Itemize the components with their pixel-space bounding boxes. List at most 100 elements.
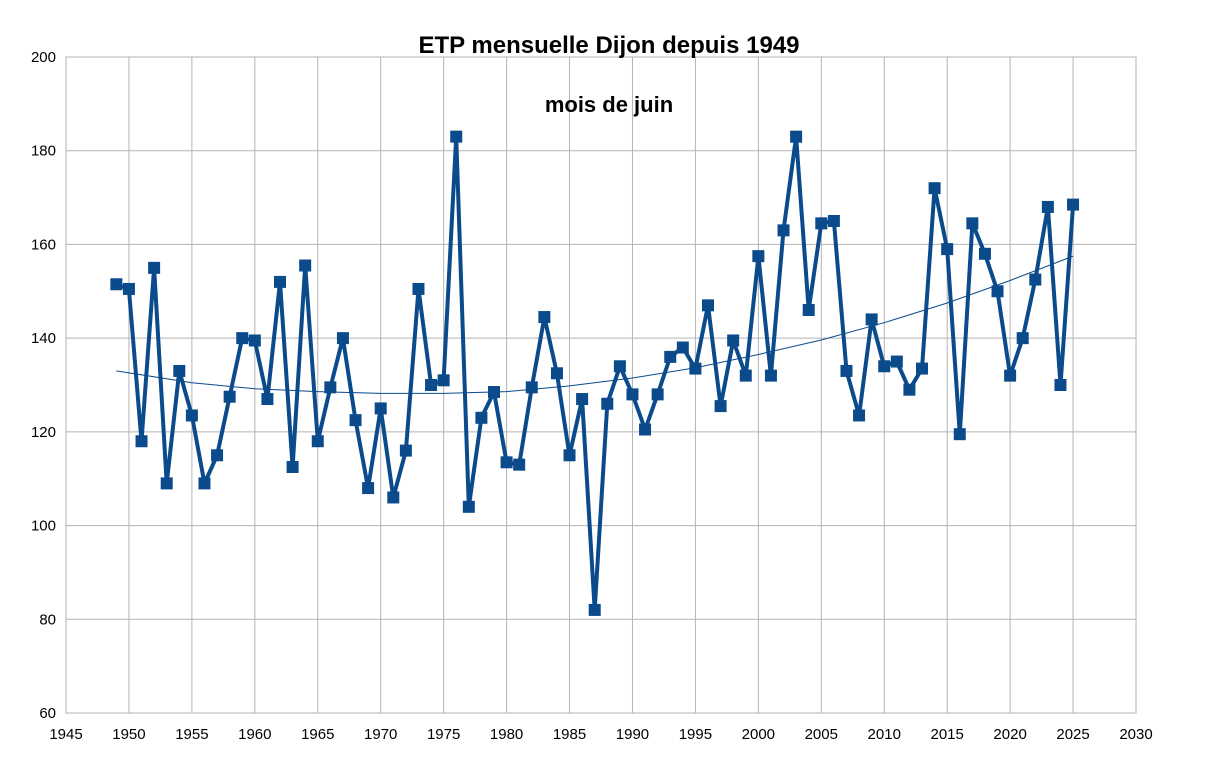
series-layer xyxy=(110,130,1080,616)
data-point xyxy=(274,275,286,288)
x-tick-label: 1970 xyxy=(364,726,397,743)
data-point xyxy=(349,414,362,427)
data-point xyxy=(185,409,198,422)
x-tick-label: 1960 xyxy=(238,726,271,743)
data-point xyxy=(538,311,551,324)
data-point xyxy=(941,243,954,256)
y-tick-label: 140 xyxy=(31,330,56,347)
data-point xyxy=(815,217,828,230)
data-point xyxy=(853,409,866,422)
data-point xyxy=(878,360,891,373)
data-point xyxy=(261,393,274,406)
data-point xyxy=(525,381,538,394)
y-tick-label: 100 xyxy=(31,518,56,535)
data-point xyxy=(198,477,211,490)
chart-subtitle: mois de juin xyxy=(545,92,673,117)
data-point xyxy=(236,332,249,345)
data-point xyxy=(739,369,752,382)
data-point xyxy=(437,374,450,387)
x-tick-label: 1975 xyxy=(427,726,460,743)
data-point xyxy=(764,369,777,382)
data-point xyxy=(513,458,526,471)
data-point xyxy=(248,334,261,347)
data-point xyxy=(488,386,500,399)
data-point xyxy=(991,285,1004,298)
x-tick-label: 1955 xyxy=(175,726,208,743)
data-point xyxy=(1029,273,1042,286)
data-point xyxy=(550,367,563,380)
data-point xyxy=(1041,200,1054,213)
data-point xyxy=(953,428,966,441)
x-tick-label: 1995 xyxy=(679,726,712,743)
data-point xyxy=(362,482,375,495)
data-point xyxy=(840,364,853,377)
data-point xyxy=(978,247,991,260)
data-point xyxy=(1054,379,1067,391)
data-point xyxy=(425,379,438,391)
data-point xyxy=(223,390,236,403)
data-point xyxy=(651,388,664,401)
y-tick-label: 180 xyxy=(31,143,56,160)
data-point xyxy=(336,332,349,345)
data-point xyxy=(827,215,840,227)
data-point xyxy=(374,402,387,415)
data-point xyxy=(173,364,186,377)
x-tick-label: 1980 xyxy=(490,726,523,743)
y-tick-label: 60 xyxy=(39,705,56,722)
data-point xyxy=(1067,198,1080,211)
data-point xyxy=(135,435,148,448)
data-point xyxy=(1004,369,1017,382)
data-point xyxy=(865,313,878,326)
data-point xyxy=(702,299,714,312)
data-point xyxy=(727,334,740,347)
data-point xyxy=(311,435,324,448)
data-point xyxy=(790,130,803,143)
data-point xyxy=(576,393,589,406)
data-point xyxy=(399,444,412,457)
data-point xyxy=(211,449,224,462)
data-point xyxy=(601,397,614,410)
y-tick-label: 80 xyxy=(39,611,56,628)
x-tick-label: 1990 xyxy=(616,726,649,743)
data-point xyxy=(777,224,790,237)
data-point xyxy=(563,449,576,462)
data-point xyxy=(916,362,928,375)
data-point xyxy=(639,423,652,436)
data-point xyxy=(110,278,123,291)
data-point xyxy=(412,282,425,295)
x-tick-label: 2010 xyxy=(868,726,901,743)
x-tick-label: 2015 xyxy=(930,726,963,743)
x-tick-label: 2005 xyxy=(805,726,838,743)
data-point xyxy=(462,500,475,513)
data-point xyxy=(903,383,916,396)
data-point xyxy=(664,350,677,363)
x-tick-label: 1985 xyxy=(553,726,586,743)
x-tick-label: 2020 xyxy=(993,726,1026,743)
data-point xyxy=(299,259,312,272)
chart-title: ETP mensuelle Dijon depuis 1949 xyxy=(418,32,799,59)
x-tick-label: 2030 xyxy=(1119,726,1152,743)
data-point xyxy=(387,491,400,504)
data-point xyxy=(122,282,135,295)
y-tick-label: 200 xyxy=(31,49,56,66)
y-tick-label: 120 xyxy=(31,424,56,441)
data-point xyxy=(160,477,173,490)
data-point xyxy=(689,362,702,375)
data-point xyxy=(752,250,765,263)
data-point xyxy=(714,400,727,413)
x-tick-label: 1965 xyxy=(301,726,334,743)
x-tick-label: 2025 xyxy=(1056,726,1089,743)
data-point xyxy=(928,182,941,195)
data-point xyxy=(1016,332,1029,345)
data-point xyxy=(626,388,639,401)
data-point xyxy=(588,603,601,616)
series-line xyxy=(115,134,1076,612)
x-axis-ticks: 1945 1950 1955 1960 1965 1970 1975 1980 1985 1990… xyxy=(49,726,1152,743)
data-point xyxy=(450,130,463,143)
data-point xyxy=(475,411,488,424)
grid xyxy=(65,56,1137,714)
y-tick-label: 160 xyxy=(31,236,56,253)
data-point xyxy=(802,304,815,317)
data-point xyxy=(890,355,903,368)
